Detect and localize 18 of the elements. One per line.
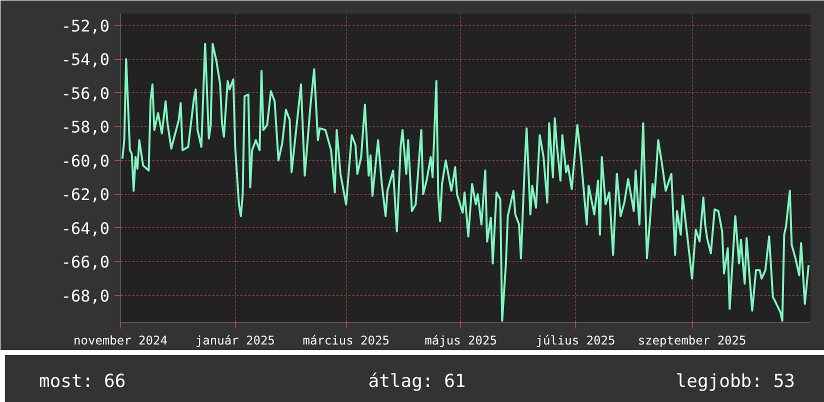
- x-tick-label: március 2025: [302, 334, 390, 348]
- text: legjobb: 53: [676, 370, 795, 394]
- y-tick-label: -66,0: [61, 252, 110, 272]
- x-tick-label: május 2025: [424, 334, 497, 348]
- x-tick-label: november 2024: [74, 334, 168, 348]
- x-tick-label: szeptember 2025: [638, 334, 746, 348]
- y-tick-label: -54,0: [61, 50, 110, 70]
- x-tick-label: január 2025: [195, 334, 275, 348]
- x-tick-label: július 2025: [536, 334, 616, 348]
- y-tick-label: -64,0: [61, 218, 110, 238]
- y-tick-label: -68,0: [61, 286, 110, 306]
- y-tick-label: -60,0: [61, 151, 110, 170]
- text: most: 66: [39, 370, 126, 394]
- y-tick-label: -58,0: [61, 118, 110, 137]
- text: átlag: 61: [368, 370, 466, 394]
- y-tick-label: -62,0: [61, 185, 110, 204]
- y-tick-label: -56,0: [61, 84, 110, 103]
- y-tick-label: -52,0: [61, 16, 110, 36]
